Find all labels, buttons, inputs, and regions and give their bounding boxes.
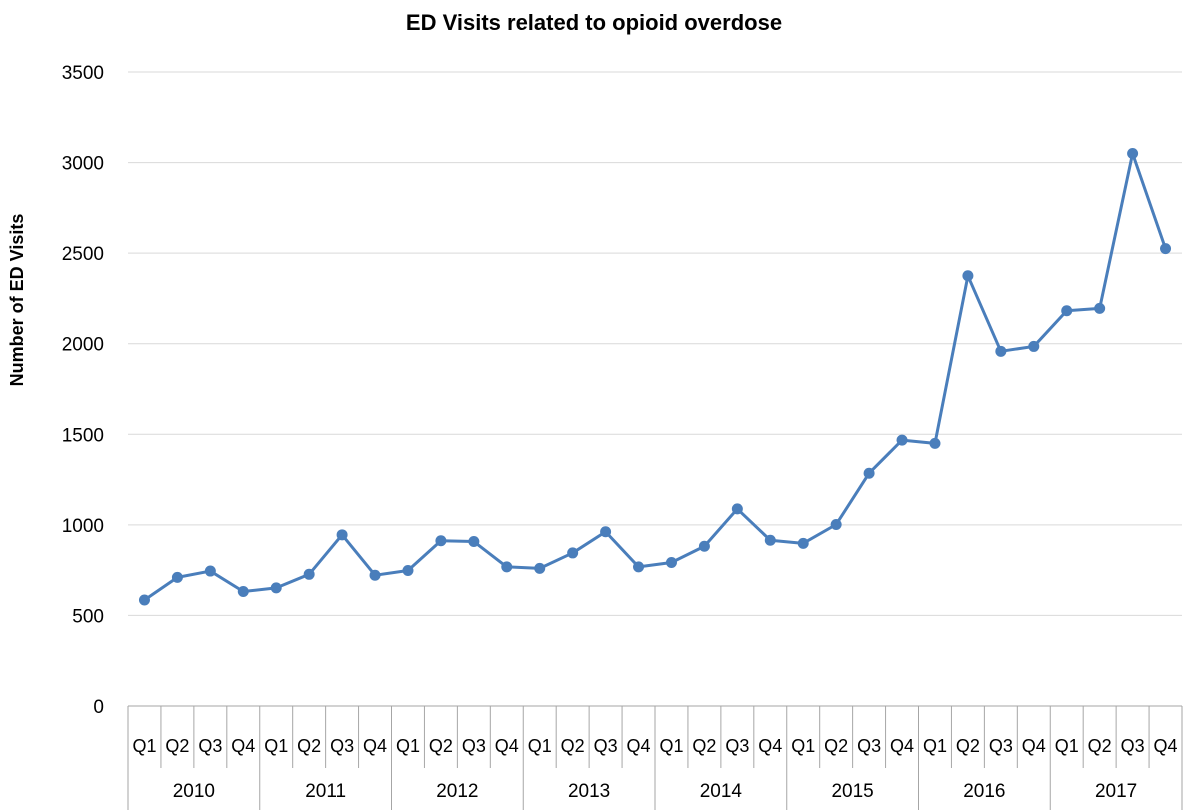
data-point <box>764 534 776 546</box>
chart-title: ED Visits related to opioid overdose <box>406 10 782 35</box>
y-tick-label: 1000 <box>62 516 104 537</box>
data-point <box>138 594 150 606</box>
x-tick-label-quarter: Q4 <box>363 736 387 756</box>
y-tick-label: 3000 <box>62 154 104 175</box>
data-point <box>896 434 908 446</box>
gridlines <box>128 71 1182 616</box>
x-tick-label-year: 2014 <box>700 781 743 802</box>
data-point <box>665 557 677 569</box>
x-tick-label-quarter: Q3 <box>198 736 222 756</box>
data-point <box>929 437 941 449</box>
y-tick-label: 500 <box>72 606 104 627</box>
y-tick-label: 2000 <box>62 335 104 356</box>
x-tick-label-year: 2010 <box>173 781 215 802</box>
y-tick-label: 0 <box>93 697 104 718</box>
x-tick-label-quarter: Q4 <box>1022 736 1046 756</box>
x-tick-label-quarter: Q4 <box>758 736 782 756</box>
x-tick-label-quarter: Q1 <box>264 736 288 756</box>
x-tick-label-quarter: Q2 <box>692 736 716 756</box>
data-point <box>369 569 381 581</box>
data-series <box>138 148 1172 606</box>
data-point <box>698 540 710 552</box>
x-tick-label-quarter: Q1 <box>528 736 552 756</box>
x-tick-label-quarter: Q2 <box>824 736 848 756</box>
x-tick-label-quarter: Q1 <box>791 736 815 756</box>
series-line <box>143 152 1167 602</box>
x-tick-label-quarter: Q2 <box>1088 736 1112 756</box>
x-tick-label-quarter: Q1 <box>659 736 683 756</box>
x-tick-label-quarter: Q3 <box>594 736 618 756</box>
x-tick-label-quarter: Q2 <box>561 736 585 756</box>
x-tick-label-year: 2015 <box>831 781 873 802</box>
y-axis-label: Number of ED Visits <box>7 214 27 387</box>
x-tick-label-year: 2012 <box>436 781 478 802</box>
x-tick-label-quarter: Q2 <box>429 736 453 756</box>
data-point <box>270 582 282 594</box>
y-tick-label: 2500 <box>62 244 104 265</box>
x-tick-label-quarter: Q4 <box>890 736 914 756</box>
y-axis-ticks: 0 500 1000 1500 2000 2500 3000 3500 <box>62 63 104 718</box>
data-point <box>633 561 645 573</box>
data-point <box>204 565 216 577</box>
data-point <box>534 562 546 574</box>
x-tick-label-quarter: Q3 <box>725 736 749 756</box>
x-tick-label-year: 2013 <box>568 781 610 802</box>
data-point <box>402 565 414 577</box>
x-axis: Q1 Q2 Q3 Q4 Q1 Q2 Q3 Q4 Q1 Q2 Q3 Q4 Q1 Q2 Q3 Q4 Q1 Q2 Q3 Q4… <box>127 705 1183 810</box>
data-point <box>830 518 842 530</box>
data-point <box>567 547 579 559</box>
x-tick-label-quarter: Q1 <box>396 736 420 756</box>
x-tick-label-quarter: Q4 <box>1154 736 1178 756</box>
data-point <box>600 526 612 538</box>
x-tick-label-quarter: Q3 <box>857 736 881 756</box>
data-point <box>501 561 513 573</box>
x-tick-label-quarter: Q2 <box>297 736 321 756</box>
data-point <box>1127 148 1139 160</box>
x-tick-label-year: 2011 <box>305 781 346 802</box>
x-tick-label-quarter: Q3 <box>1121 736 1145 756</box>
x-tick-label-quarter: Q2 <box>165 736 189 756</box>
data-point <box>237 586 249 598</box>
data-point <box>171 571 183 583</box>
data-point <box>1061 305 1073 317</box>
data-point <box>731 503 743 515</box>
data-point <box>468 536 480 548</box>
data-point <box>1094 302 1106 314</box>
data-point <box>1160 243 1172 255</box>
data-point <box>962 270 974 282</box>
x-tick-label-year: 2016 <box>963 781 1005 802</box>
x-tick-label-quarter: Q3 <box>462 736 486 756</box>
x-tick-label-quarter: Q3 <box>330 736 354 756</box>
data-point <box>863 467 875 479</box>
data-point <box>303 568 315 580</box>
data-point <box>1028 340 1040 352</box>
x-tick-label-quarter: Q4 <box>231 736 255 756</box>
x-tick-label-quarter: Q1 <box>923 736 947 756</box>
x-tick-label-quarter: Q3 <box>989 736 1013 756</box>
data-point <box>336 529 348 541</box>
x-tick-label-quarter: Q1 <box>1055 736 1079 756</box>
x-tick-label-quarter: Q2 <box>956 736 980 756</box>
y-tick-label: 3500 <box>62 63 104 84</box>
x-tick-label-quarter: Q1 <box>132 736 156 756</box>
data-point <box>995 345 1007 357</box>
data-point <box>797 537 809 549</box>
data-point <box>435 535 447 547</box>
x-tick-label-quarter: Q4 <box>495 736 519 756</box>
y-tick-label: 1500 <box>62 425 104 446</box>
x-tick-label-year: 2017 <box>1095 781 1137 802</box>
x-tick-label-quarter: Q4 <box>627 736 651 756</box>
